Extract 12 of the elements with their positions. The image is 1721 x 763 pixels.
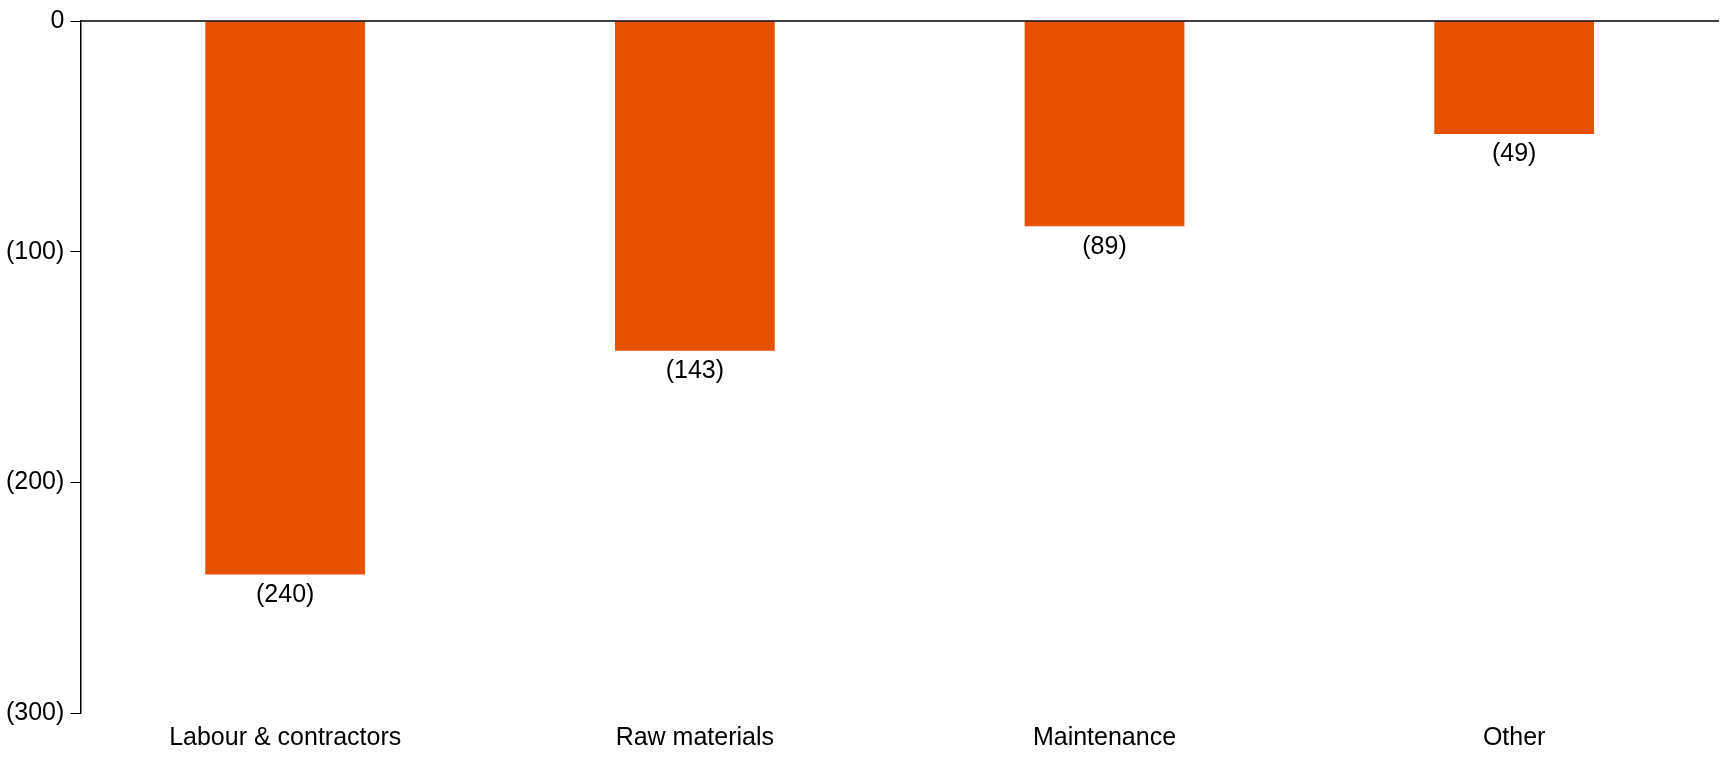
x-tick-label: Maintenance — [1032, 721, 1177, 750]
x-tick-label: Labour & contractors — [169, 721, 402, 750]
data-label: (89) — [1082, 230, 1127, 259]
y-tick-label: (200) — [5, 466, 65, 495]
x-tick-label: Raw materials — [615, 721, 775, 750]
data-label: (49) — [1491, 138, 1537, 167]
x-tick-label: Other — [1482, 721, 1546, 750]
y-tick-label: (300) — [5, 696, 65, 725]
y-tick-label: (100) — [5, 235, 65, 264]
data-label: (143) — [665, 355, 725, 384]
data-label: (240) — [256, 578, 315, 607]
y-tick-label: 0 — [50, 4, 65, 33]
